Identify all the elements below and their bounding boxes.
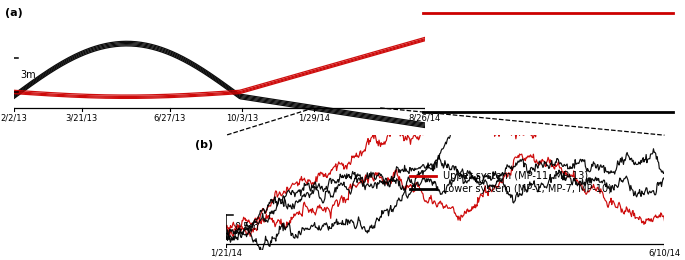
- Text: 0.5m: 0.5m: [235, 222, 260, 232]
- Text: 1/21/14: 1/21/14: [210, 249, 242, 258]
- Text: 8/26/14: 8/26/14: [408, 114, 441, 123]
- Text: (a): (a): [5, 8, 23, 18]
- Text: 3m: 3m: [20, 70, 36, 80]
- Text: 6/27/13: 6/27/13: [153, 114, 186, 123]
- Text: 2/2/13: 2/2/13: [0, 114, 27, 123]
- Text: 3/21/13: 3/21/13: [65, 114, 98, 123]
- Text: (b): (b): [195, 140, 214, 150]
- Text: Upper system (MP-11, MP-13): Upper system (MP-11, MP-13): [443, 171, 588, 181]
- Text: 1/29/14: 1/29/14: [298, 114, 329, 123]
- Text: 10/3/13: 10/3/13: [225, 114, 258, 123]
- Text: 6/10/14: 6/10/14: [649, 249, 680, 258]
- Text: Lower system (MP-1, MP-7, MP-10): Lower system (MP-1, MP-7, MP-10): [443, 184, 612, 194]
